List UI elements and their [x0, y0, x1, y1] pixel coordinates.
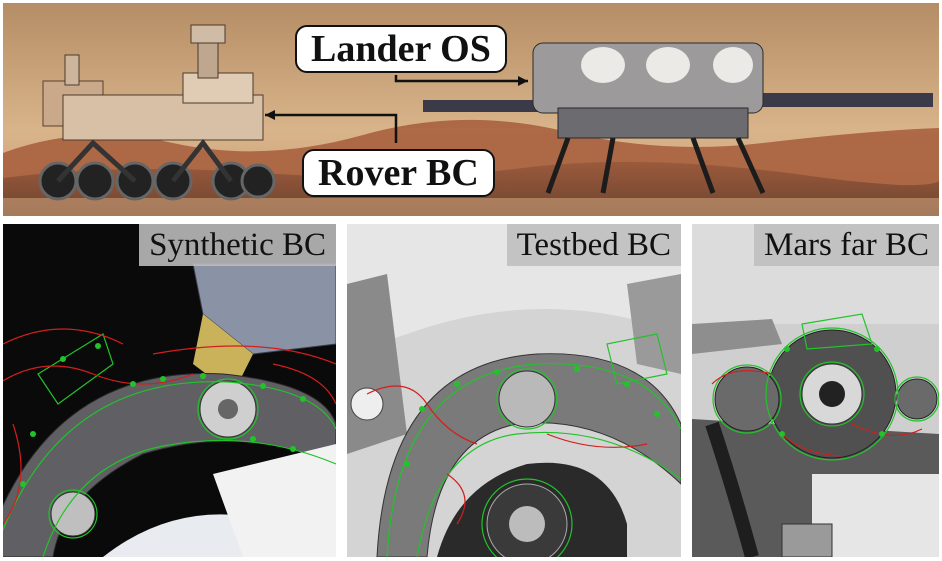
panel-label: Synthetic BC: [139, 224, 336, 266]
lander-os-callout: Lander OS: [295, 25, 507, 73]
testbed-bc-panel: Testbed BC: [347, 224, 681, 557]
top-scene-panel: Lander OS Rover BC: [3, 3, 939, 216]
panel-label: Mars far BC: [754, 224, 939, 266]
rover-image: [38, 24, 276, 201]
lander-image: [423, 42, 933, 195]
synthetic-bc-panel: Synthetic BC: [3, 224, 336, 557]
testbed-bc-image: [347, 224, 681, 557]
synthetic-bc-image: [3, 224, 336, 557]
mars-far-bc-panel: Mars far BC: [692, 224, 939, 557]
panel-label: Testbed BC: [506, 224, 681, 266]
rover-bc-callout: Rover BC: [302, 149, 495, 197]
mars-far-bc-image: [692, 224, 939, 557]
